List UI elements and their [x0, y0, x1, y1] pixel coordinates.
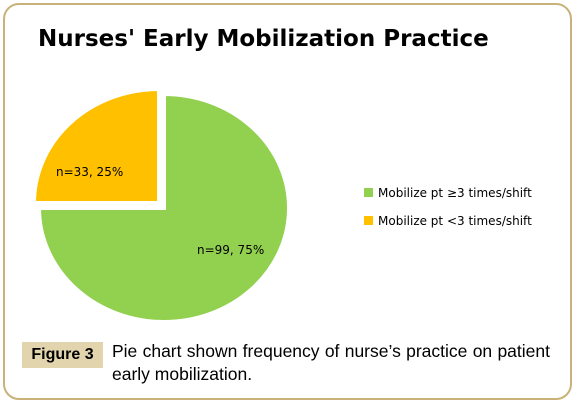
data-label-mobilize-ge3: n=99, 75% — [197, 243, 265, 257]
legend-item-mobilize-lt3: Mobilize pt <3 times/shift — [364, 212, 532, 229]
chart-title: Nurses' Early Mobilization Practice — [38, 26, 489, 52]
legend-label: Mobilize pt ≥3 times/shift — [378, 185, 532, 200]
figure-caption: Pie chart shown frequency of nurse’s pra… — [112, 341, 550, 384]
pie-slice-1 — [31, 86, 161, 205]
data-label-mobilize-lt3: n=33, 25% — [56, 165, 124, 179]
pie-slice-0 — [36, 91, 291, 324]
legend-swatch-orange — [364, 216, 373, 225]
legend-label: Mobilize pt <3 times/shift — [378, 213, 532, 228]
legend-item-mobilize-ge3: Mobilize pt ≥3 times/shift — [364, 184, 532, 201]
figure-label-badge: Figure 3 — [22, 342, 103, 368]
chart-legend: Mobilize pt ≥3 times/shift Mobilize pt <… — [364, 184, 532, 240]
legend-swatch-green — [364, 188, 373, 197]
